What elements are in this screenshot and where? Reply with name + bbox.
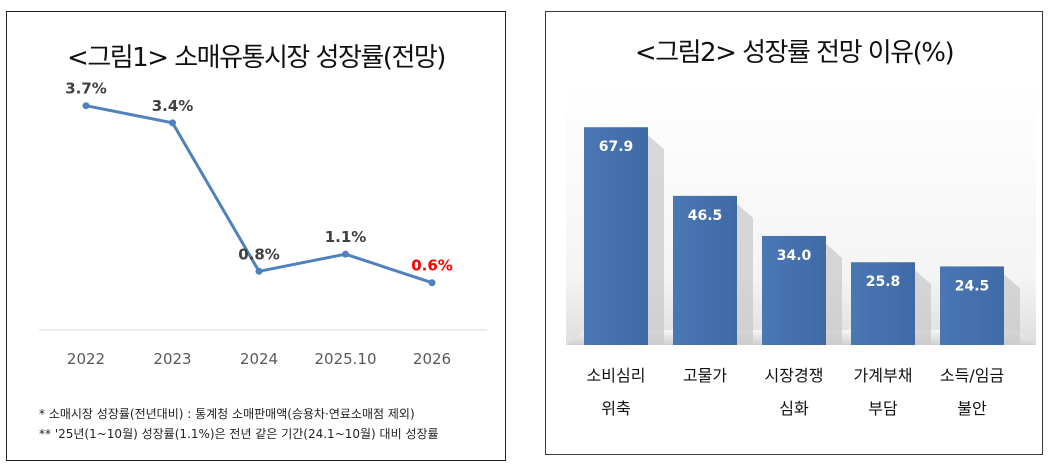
line-chart-point <box>428 279 436 287</box>
line-chart-point <box>82 102 90 110</box>
bar-chart-data-label: 34.0 <box>777 248 812 264</box>
bar-chart-bar <box>940 266 1004 345</box>
bar-chart-category-label: 시장경쟁 <box>765 366 824 385</box>
line-chart-data-label: 0.8% <box>238 245 280 263</box>
line-chart-data-label: 0.6% <box>411 257 453 275</box>
bar-chart-bar-shadow <box>648 135 664 345</box>
bar-chart-category-label-line2: 부담 <box>868 399 898 418</box>
bar-chart-bar <box>851 262 915 345</box>
bar-chart-data-label: 67.9 <box>599 139 634 155</box>
line-chart-data-label: 1.1% <box>325 228 367 246</box>
bar-chart-category-label-line2: 불안 <box>957 399 987 418</box>
line-chart-data-label: 3.4% <box>152 97 194 115</box>
bar-chart-category-label-line2: 심화 <box>779 399 809 418</box>
line-chart-plot: 3.7% 2022 3.4% 2023 0.8% 2024 1.1% 2025.10 0.6% 2… <box>39 80 487 368</box>
bar-chart-category-label: 소득/임금 <box>940 366 1004 385</box>
bar-chart-bar-shadow <box>915 270 931 345</box>
line-chart-note-1: * 소매시장 성장률(전년대비) : 통계청 소매판매액(승용차·연료소매점 제… <box>39 407 415 421</box>
bar-chart-category-label: 소비심리 <box>587 366 646 385</box>
bar-chart-category-label-line2: 위축 <box>601 399 630 418</box>
line-chart-point <box>255 267 263 275</box>
line-chart-point <box>342 250 349 258</box>
line-chart-data-label: 3.7% <box>65 80 107 98</box>
bar-chart-bar-shadow <box>826 243 842 345</box>
line-chart-x-tick-label: 2022 <box>67 350 105 368</box>
bar-chart-data-label: 46.5 <box>688 208 723 224</box>
bar-chart-title: <그림2> 성장률 전망 이유(%) <box>634 38 955 68</box>
line-chart-x-tick-label: 2026 <box>413 350 451 368</box>
line-chart-notes: * 소매시장 성장률(전년대비) : 통계청 소매판매액(승용차·연료소매점 제… <box>39 404 505 444</box>
line-chart-x-tick-label: 2024 <box>240 350 278 368</box>
line-chart-x-tick-label: 2023 <box>153 350 191 368</box>
line-chart-panel: <그림1> 소매유통시장 성장률(전망) 3.7% 2022 3.4% 2023 0.8… <box>6 11 506 461</box>
line-chart-point <box>169 119 176 127</box>
line-chart-title: <그림1> 소매유통시장 성장률(전망) <box>67 43 446 73</box>
bar-chart-bar <box>673 195 737 345</box>
bar-chart-data-label: 25.8 <box>866 274 901 290</box>
bar-chart-bar <box>584 127 648 345</box>
bar-chart-category-label: 고물가 <box>683 366 727 385</box>
bar-chart-data-label: 24.5 <box>955 278 990 294</box>
bar-chart-category-label: 가계부채 <box>854 366 913 385</box>
line-chart-note-2: ** '25년(1~10월) 성장률(1.1%)은 전년 같은 기간(24.1~… <box>39 427 439 441</box>
bar-chart-bar-shadow <box>737 203 753 345</box>
bar-chart-bar <box>762 235 826 345</box>
bar-chart-bar-shadow <box>1004 274 1020 345</box>
line-chart-x-tick-label: 2025.10 <box>314 350 376 368</box>
